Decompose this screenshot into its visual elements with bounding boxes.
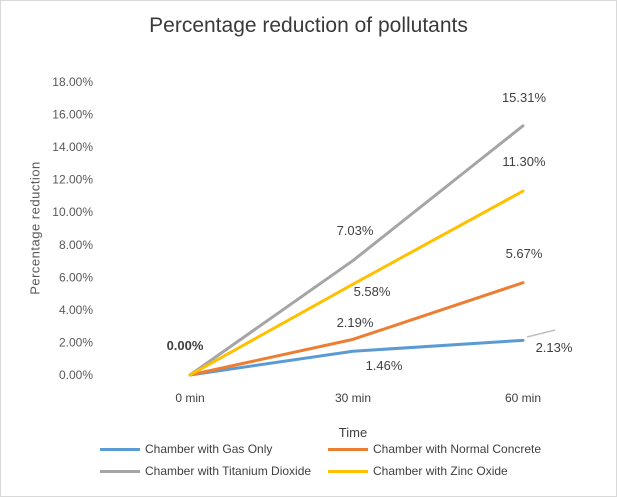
y-tick-label: 10.00% <box>52 205 93 219</box>
y-tick-label: 14.00% <box>52 140 93 154</box>
data-label: 5.58% <box>354 284 391 299</box>
legend-label: Chamber with Normal Concrete <box>373 442 542 456</box>
y-tick-label: 4.00% <box>59 303 93 317</box>
series-line-0 <box>188 338 525 377</box>
legend-item: Chamber with Normal Concrete <box>328 442 541 456</box>
data-label: 2.13% <box>536 340 573 355</box>
x-axis-label: Time <box>338 425 368 440</box>
data-label: 15.31% <box>502 90 547 105</box>
y-tick-label: 0.00% <box>59 368 93 382</box>
y-tick-label: 6.00% <box>59 270 93 284</box>
data-label: 1.46% <box>366 358 403 373</box>
legend-swatch <box>328 469 368 473</box>
legend-swatch <box>328 447 368 451</box>
series-line-3 <box>188 189 525 377</box>
legend-item: Chamber with Titanium Dioxide <box>100 464 311 478</box>
legend-swatch <box>100 469 140 473</box>
data-label: 7.03% <box>337 223 374 238</box>
y-tick-label: 18.00% <box>52 75 93 89</box>
x-tick-label: 60 min <box>505 391 541 405</box>
data-label: 2.19% <box>337 315 374 330</box>
y-tick-label: 16.00% <box>52 108 93 122</box>
legend-swatch <box>100 447 140 451</box>
series-line-1 <box>188 281 525 377</box>
legend-item: Chamber with Gas Only <box>100 442 272 456</box>
data-label: 5.67% <box>506 246 543 261</box>
y-tick-label: 2.00% <box>59 335 93 349</box>
data-label: 11.30% <box>502 154 546 169</box>
chart-title: Percentage reduction of pollutants <box>149 14 468 37</box>
legend-item: Chamber with Zinc Oxide <box>328 464 508 478</box>
x-tick-label: 30 min <box>335 391 371 405</box>
legend-label: Chamber with Zinc Oxide <box>373 464 508 478</box>
y-tick-label: 12.00% <box>52 173 93 187</box>
data-label-leader <box>526 329 556 338</box>
series-line-2 <box>188 124 525 377</box>
data-label: 0.00% <box>167 338 204 353</box>
x-tick-label: 0 min <box>175 391 204 405</box>
legend-label: Chamber with Gas Only <box>145 442 273 456</box>
y-tick-label: 8.00% <box>59 238 93 252</box>
legend-label: Chamber with Titanium Dioxide <box>145 464 312 478</box>
